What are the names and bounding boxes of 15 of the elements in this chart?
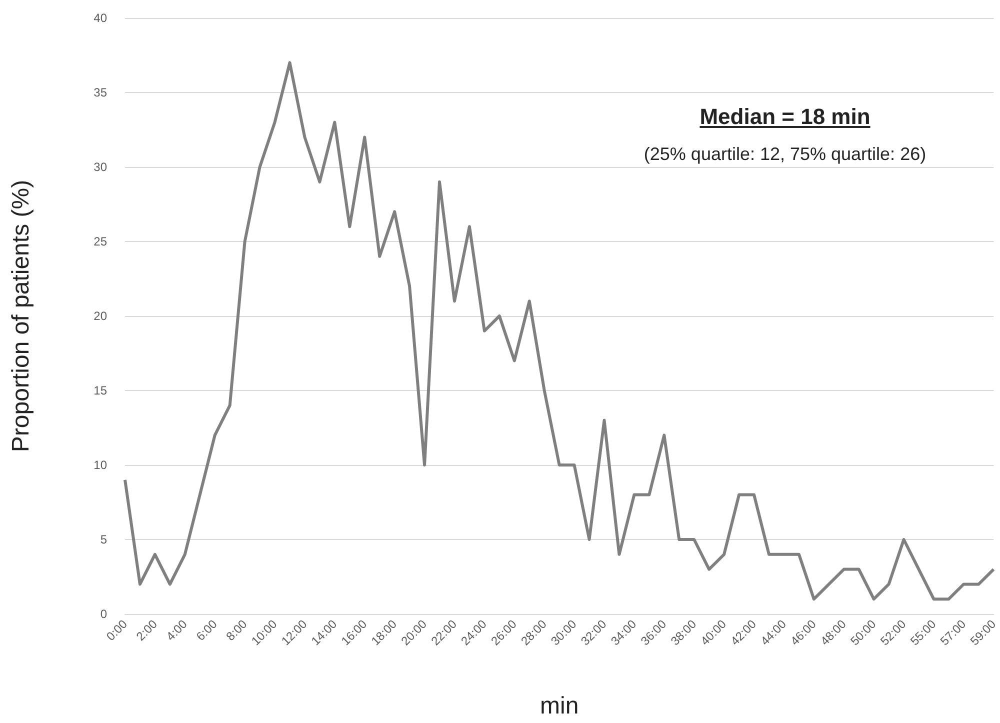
y-tick-label: 25 bbox=[94, 234, 108, 248]
y-tick-label: 15 bbox=[94, 384, 108, 398]
x-tick-label: 4:00 bbox=[163, 616, 190, 644]
y-tick-label: 40 bbox=[94, 11, 108, 25]
y-tick-label: 30 bbox=[94, 160, 108, 174]
line-series bbox=[124, 61, 996, 601]
y-tick-label: 35 bbox=[94, 86, 108, 100]
x-axis-title: min bbox=[540, 692, 579, 720]
annotation: (25% quartile: 12, 75% quartile: 26) bbox=[644, 144, 926, 165]
y-tick-label: 20 bbox=[94, 309, 108, 323]
annotation: Median = 18 min bbox=[700, 104, 870, 130]
y-tick-label: 10 bbox=[94, 458, 108, 472]
y-tick-label: 5 bbox=[100, 532, 108, 546]
x-tick-label: 6:00 bbox=[193, 616, 220, 644]
y-axis-title: Proportion of patients (%) bbox=[8, 180, 34, 452]
